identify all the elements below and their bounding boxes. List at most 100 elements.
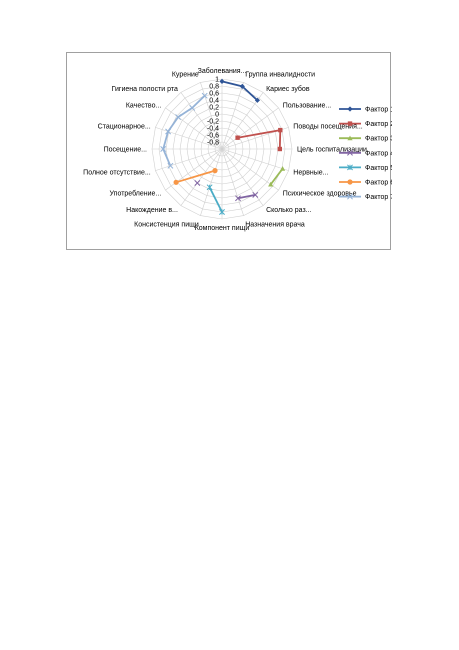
legend-item: Фактор 3 <box>339 135 392 143</box>
category-label: Курение <box>172 72 199 79</box>
legend-item: Фактор 4 <box>339 149 392 157</box>
series-line <box>237 194 256 200</box>
radar-chart: 10,80,60,40,20-0,2-0,4-0,6-0,8Заболевани… <box>83 67 392 232</box>
series-3 <box>268 166 286 187</box>
legend-item: Фактор 5 <box>339 164 392 172</box>
grid-spoke <box>155 127 223 150</box>
category-label: Стационарное... <box>98 123 151 130</box>
category-label: Качество... <box>126 102 161 109</box>
marker-x <box>189 104 196 111</box>
series-line <box>269 168 284 185</box>
legend-label: Фактор 6 <box>365 180 392 187</box>
tick-label: -0,2 <box>207 119 219 126</box>
series-line <box>162 131 169 150</box>
series-line <box>162 148 172 167</box>
series-line <box>175 169 216 184</box>
series-2 <box>235 127 283 152</box>
marker-triangle <box>280 166 286 171</box>
marker-diamond <box>219 78 225 84</box>
marker-x <box>194 180 201 186</box>
legend-label: Фактор 1 <box>365 107 392 114</box>
grid-spoke <box>221 148 289 171</box>
series-4 <box>194 180 259 202</box>
grid-spoke <box>180 148 223 206</box>
category-label: Пользование... <box>283 102 332 109</box>
radar-grid <box>151 78 293 220</box>
marker-square <box>278 127 283 133</box>
marker-diamond <box>347 106 353 112</box>
marker-star <box>347 164 353 171</box>
legend-label: Фактор 5 <box>365 165 392 172</box>
legend-item: Фактор 7 <box>339 193 392 201</box>
series-line <box>177 107 193 118</box>
marker-x <box>252 191 259 198</box>
category-label: Гигиена полости рта <box>112 86 178 93</box>
marker-star <box>206 184 213 191</box>
series-1 <box>219 78 260 103</box>
chart-frame: 1 0,8 0,6 0,4 0,2 0 -0,2 -0,4 -0,6 -0,8 Заболевани… <box>66 52 392 250</box>
series-7 <box>160 92 208 169</box>
category-label: Кариес зубов <box>266 85 310 93</box>
legend-label: Фактор 2 <box>365 121 392 128</box>
legend: Фактор 1 Фактор 2 Фактор 3 Фактор 4 Фактор 5… <box>339 106 392 201</box>
grid-spoke <box>221 148 244 216</box>
tick-label: -0,6 <box>207 133 219 140</box>
series-line <box>167 116 179 133</box>
marker-x <box>160 146 167 152</box>
grid-spoke <box>221 107 279 150</box>
tick-label: -0,4 <box>207 126 219 133</box>
category-label: Консистенция пищи <box>134 221 199 228</box>
category-label: Употребление... <box>110 190 162 198</box>
grid-spoke <box>221 92 264 150</box>
marker-star <box>219 209 225 215</box>
grid-spoke <box>221 82 244 150</box>
series-line <box>221 80 243 88</box>
marker-x <box>347 193 353 200</box>
category-label: Компонент пищи <box>195 225 250 232</box>
marker-square <box>347 121 353 126</box>
legend-item: Фактор 1 <box>339 106 392 114</box>
legend-label: Фактор 3 <box>365 136 392 143</box>
tick-label: 0,4 <box>209 98 219 105</box>
tick-label: 1 <box>215 77 219 84</box>
tick-label: 0,8 <box>209 84 219 91</box>
marker-square <box>235 135 240 140</box>
category-label: Сколько раз... <box>266 207 311 214</box>
grid-spoke <box>200 148 223 216</box>
category-label: Психическое здоровье <box>283 191 357 198</box>
category-label: Накождение в... <box>126 207 178 214</box>
marker-circle <box>173 179 179 185</box>
legend-label: Фактор 7 <box>365 194 392 201</box>
series-6 <box>173 168 218 185</box>
tick-label: 0,2 <box>209 105 219 112</box>
marker-triangle <box>347 135 353 141</box>
series-line <box>237 129 281 139</box>
marker-circle <box>347 179 353 185</box>
marker-diamond <box>239 83 245 89</box>
category-labels: Заболевания...Группа инвалидности Кариес … <box>83 67 367 232</box>
marker-square <box>277 146 282 152</box>
marker-circle <box>212 168 218 174</box>
category-label: Полное отсутствие... <box>83 170 151 177</box>
category-label: Назначения врача <box>245 221 305 228</box>
marker-x <box>175 114 182 121</box>
series-line <box>208 186 223 213</box>
category-label: Нервные... <box>293 170 328 177</box>
tick-label: 0 <box>215 112 219 119</box>
category-label: Поводы посещения... <box>293 123 362 130</box>
grid-spoke <box>221 148 279 191</box>
marker-x <box>165 128 172 135</box>
series-5 <box>206 184 225 215</box>
legend-item: Фактор 2 <box>339 121 392 128</box>
grid-spoke <box>165 107 223 150</box>
marker-x <box>201 92 208 99</box>
category-label: Заболевания... <box>198 67 247 75</box>
grid-spoke <box>155 148 223 171</box>
grid-spoke <box>200 82 223 150</box>
legend-label: Фактор 4 <box>365 150 392 157</box>
grid-spoke <box>180 92 223 150</box>
tick-label: -0,8 <box>207 140 219 147</box>
legend-item: Фактор 6 <box>339 179 392 187</box>
marker-x <box>167 162 174 169</box>
tick-labels: 10,80,60,40,20-0,2-0,4-0,6-0,8 <box>207 77 219 147</box>
